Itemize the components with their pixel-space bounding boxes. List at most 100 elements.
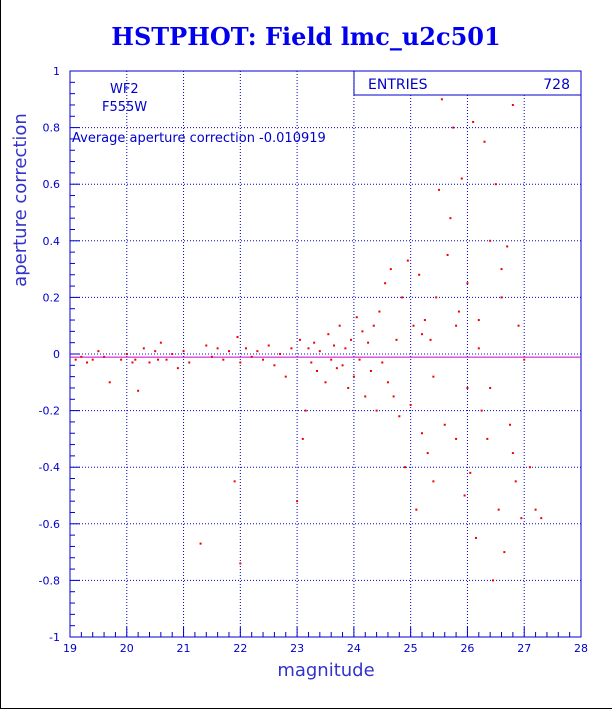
- data-point: [455, 324, 458, 327]
- data-point: [157, 358, 160, 361]
- data-point: [369, 369, 372, 372]
- data-point: [500, 296, 503, 299]
- data-points: [74, 98, 543, 582]
- data-point: [355, 316, 358, 319]
- data-point: [131, 361, 134, 364]
- data-point: [216, 347, 219, 350]
- data-point: [392, 395, 395, 398]
- data-point: [438, 188, 441, 191]
- data-point: [313, 341, 316, 344]
- y-tick-labels: -1 -0.8 -0.6 -0.4 -0.2 0 0.2 0.4 0.6 0.8 1: [39, 65, 60, 644]
- data-point: [341, 364, 344, 367]
- data-point: [460, 177, 463, 180]
- data-point: [432, 480, 435, 483]
- data-point: [489, 239, 492, 242]
- data-point: [171, 353, 174, 355]
- stats-value: 728: [543, 77, 570, 93]
- data-point: [494, 183, 497, 186]
- data-point: [480, 409, 483, 412]
- data-point: [250, 355, 253, 358]
- y-axis-title: aperture correction: [10, 113, 31, 287]
- data-point: [389, 268, 392, 271]
- data-point: [301, 437, 304, 440]
- frame-left-border: [0, 0, 1, 709]
- data-point: [315, 369, 318, 372]
- data-point: [463, 494, 466, 497]
- data-point: [273, 364, 276, 367]
- data-point: [86, 361, 89, 364]
- average-label: Average aperture correction -0.010919: [72, 131, 326, 146]
- data-point: [199, 542, 202, 545]
- x-axis-title: magnitude: [277, 660, 374, 681]
- data-point: [227, 350, 230, 353]
- y-tick-label: -1: [49, 631, 60, 644]
- data-point: [324, 381, 327, 384]
- data-point: [182, 350, 185, 353]
- data-point: [435, 296, 438, 299]
- data-point: [386, 381, 389, 384]
- data-point: [256, 350, 259, 353]
- data-point: [452, 126, 455, 129]
- data-point: [239, 562, 242, 565]
- camera-label: WF2: [110, 82, 139, 97]
- data-point: [350, 338, 353, 341]
- data-point: [406, 259, 409, 262]
- data-point: [298, 338, 301, 341]
- x-tick-label: 22: [233, 642, 247, 655]
- data-point: [120, 358, 123, 361]
- data-point: [364, 395, 367, 398]
- data-point: [401, 296, 404, 299]
- data-point: [457, 310, 460, 313]
- data-point: [469, 471, 472, 474]
- data-point: [205, 344, 208, 347]
- data-point: [472, 120, 475, 123]
- x-tick-label: 27: [517, 642, 531, 655]
- data-point: [517, 324, 520, 327]
- data-point: [503, 551, 506, 554]
- data-point: [520, 517, 523, 520]
- x-tick-label: 20: [120, 642, 134, 655]
- data-point: [443, 423, 446, 426]
- data-point: [137, 389, 140, 392]
- data-point: [509, 423, 512, 426]
- data-point: [378, 310, 381, 313]
- data-point: [415, 508, 418, 511]
- stats-box: [353, 70, 582, 96]
- data-point: [446, 253, 449, 256]
- data-point: [176, 367, 179, 370]
- data-point: [154, 350, 157, 353]
- data-point: [429, 338, 432, 341]
- data-point: [421, 432, 424, 435]
- data-point: [409, 403, 412, 406]
- data-point: [142, 347, 145, 350]
- data-point: [381, 361, 384, 364]
- chart-title: HSTPHOT: Field lmc_u2c501: [111, 22, 501, 51]
- data-point: [489, 386, 492, 389]
- data-point: [372, 324, 375, 327]
- data-point: [497, 508, 500, 511]
- data-point: [352, 375, 355, 378]
- data-point: [290, 347, 293, 350]
- data-point: [511, 452, 514, 455]
- data-point: [432, 375, 435, 378]
- data-point: [449, 217, 452, 220]
- data-point: [361, 330, 364, 333]
- x-tick-label: 23: [290, 642, 304, 655]
- data-point: [514, 480, 517, 483]
- data-point: [486, 437, 489, 440]
- data-point: [534, 508, 537, 511]
- data-point: [426, 452, 429, 455]
- data-point: [528, 466, 531, 469]
- data-point: [466, 386, 469, 389]
- x-tick-label: 26: [460, 642, 474, 655]
- data-point: [412, 324, 415, 327]
- data-point: [421, 333, 424, 336]
- data-point: [333, 344, 336, 347]
- stats-label: ENTRIES: [368, 77, 428, 93]
- data-point: [423, 319, 426, 322]
- data-point: [327, 333, 330, 336]
- data-point: [358, 358, 361, 361]
- data-point: [103, 355, 106, 358]
